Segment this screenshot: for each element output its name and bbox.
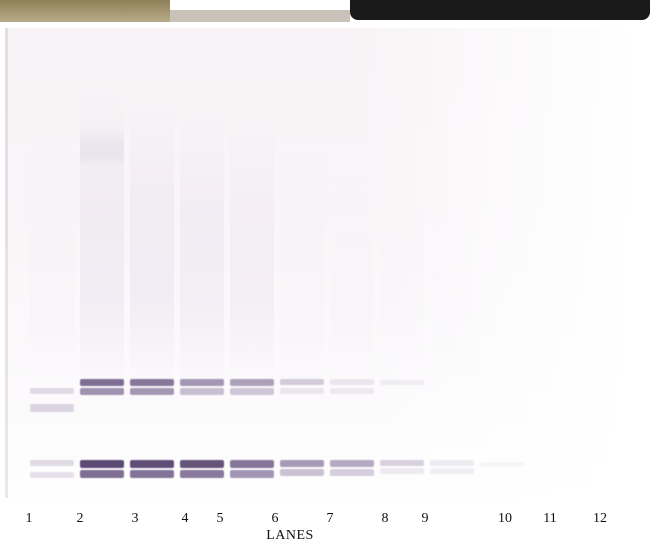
lane-number-2: 2: [77, 511, 84, 527]
lane-6-band: [280, 460, 324, 467]
lane-3-band: [130, 379, 174, 386]
lane-number-9: 9: [422, 511, 429, 527]
scanner-artifact-left: [0, 0, 170, 22]
lane-3-band: [130, 460, 174, 468]
lane-2-band: [80, 460, 124, 468]
lane-number-11: 11: [543, 511, 556, 527]
lane-10-band: [480, 462, 524, 467]
lane-number-8: 8: [382, 511, 389, 527]
lane-3-band: [130, 470, 174, 478]
lane-3: [130, 28, 174, 496]
lane-1-band: [30, 460, 74, 466]
lane-4-smear: [180, 108, 224, 388]
lane-number-5: 5: [217, 511, 224, 527]
lane-6-smear: [280, 138, 324, 388]
lane-12: [580, 28, 624, 496]
lane-5-band: [230, 388, 274, 395]
lane-11: [530, 28, 574, 496]
lane-2-band: [80, 388, 124, 395]
lane-4-band: [180, 379, 224, 386]
lane-number-7: 7: [327, 511, 334, 527]
lane-4-band: [180, 460, 224, 468]
lane-8-band: [380, 380, 424, 385]
lane-7-band: [330, 460, 374, 467]
lane-1-band: [30, 388, 74, 394]
lane-number-1: 1: [26, 511, 33, 527]
lane-3-smear: [130, 98, 174, 388]
lane-9-band: [430, 468, 474, 474]
lane-4-band: [180, 388, 224, 395]
lane-9-smear: [430, 198, 474, 388]
scanner-artifact-right: [350, 0, 650, 20]
lane-2-band: [80, 379, 124, 386]
lane-8-band: [380, 468, 424, 474]
scanner-artifact-bridge: [170, 10, 350, 22]
lane-7-smear: [330, 158, 374, 388]
lane-number-4: 4: [182, 511, 189, 527]
lane-8-smear: [380, 178, 424, 388]
lane-number-10: 10: [498, 511, 512, 527]
blot-membrane: [5, 28, 635, 498]
lane-number-3: 3: [132, 511, 139, 527]
lane-10: [480, 28, 524, 496]
lane-5-band: [230, 470, 274, 478]
membrane-left-edge: [5, 28, 8, 498]
lane-5-band: [230, 460, 274, 468]
lane-number-12: 12: [593, 511, 607, 527]
lane-5: [230, 28, 274, 496]
lane-1: [30, 28, 74, 496]
lane-6-band: [280, 388, 324, 394]
scanner-artifact-strip: [0, 0, 650, 22]
axis-label-lanes: LANES: [266, 528, 314, 544]
lane-3-band: [130, 388, 174, 395]
lane-7-band: [330, 388, 374, 394]
lane-6-band: [280, 379, 324, 385]
lane-6: [280, 28, 324, 496]
lane-1-smear: [30, 128, 74, 388]
lane-7-band: [330, 379, 374, 385]
lane-1-band: [30, 472, 74, 478]
lane-7-band: [330, 469, 374, 476]
lane-number-6: 6: [272, 511, 279, 527]
lane-2-smear: [80, 128, 124, 168]
lane-5-band: [230, 379, 274, 386]
lane-2-band: [80, 470, 124, 478]
lane-8: [380, 28, 424, 496]
lane-8-band: [380, 460, 424, 466]
lane-2: [80, 28, 124, 496]
lane-1-band: [30, 404, 74, 412]
lane-4: [180, 28, 224, 496]
lane-7: [330, 28, 374, 496]
figure-root: LANES 123456789101112: [0, 0, 650, 547]
lane-4-band: [180, 470, 224, 478]
lane-9-band: [430, 460, 474, 466]
lane-5-smear: [230, 118, 274, 388]
lane-6-band: [280, 469, 324, 476]
lane-9: [430, 28, 474, 496]
